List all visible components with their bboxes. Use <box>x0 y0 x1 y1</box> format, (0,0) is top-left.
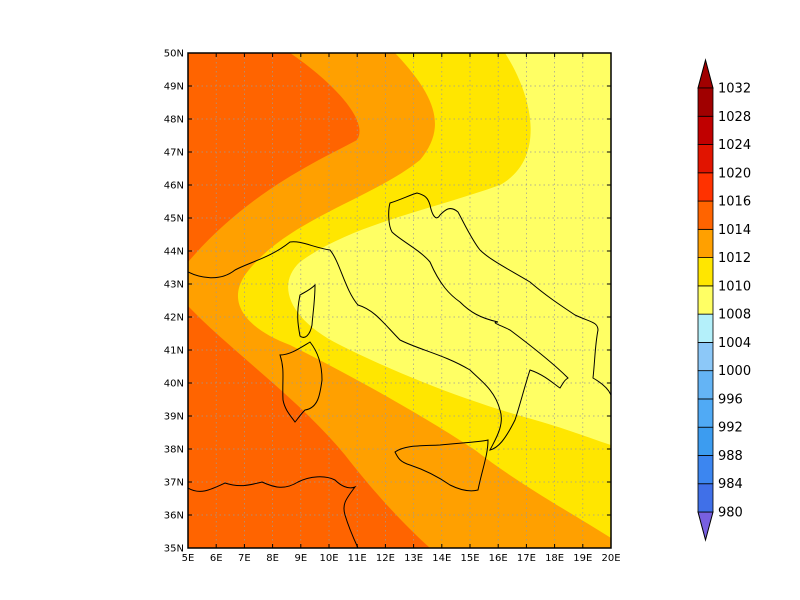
lat-tick-label: 44N <box>164 247 184 258</box>
lon-tick-label: 12E <box>376 553 395 564</box>
lat-tick-label: 41N <box>164 346 184 357</box>
colorbar-label: 1000 <box>718 364 751 379</box>
colorbar: 980 984 988 992 996 1000 1004 1008 1010 1012 1014 1… <box>697 58 751 542</box>
lat-tick-label: 49N <box>164 82 184 93</box>
colorbar-top-arrow <box>697 58 714 89</box>
lon-tick-label: 15E <box>460 553 479 564</box>
colorbar-segment <box>697 257 714 287</box>
lat-tick-label: 36N <box>164 511 184 522</box>
lat-tick-label: 35N <box>164 544 184 555</box>
colorbar-label: 988 <box>718 449 743 464</box>
colorbar-label: 1008 <box>718 308 751 323</box>
lon-tick-label: 5E <box>182 553 195 564</box>
colorbar-label: 1004 <box>718 336 751 351</box>
lon-tick-label: 14E <box>432 553 451 564</box>
lon-tick-label: 8E <box>266 553 279 564</box>
lat-tick-label: 48N <box>164 115 184 126</box>
colorbar-segment <box>697 426 714 456</box>
map-plot-area <box>188 53 611 548</box>
lon-tick-label: 13E <box>404 553 423 564</box>
colorbar-segment <box>697 115 714 145</box>
lon-tick-label: 18E <box>545 553 564 564</box>
map-frame <box>187 52 612 549</box>
colorbar-segment <box>697 398 714 428</box>
colorbar-label: 984 <box>718 477 743 492</box>
colorbar-label: 1012 <box>718 251 751 266</box>
lat-tick-label: 46N <box>164 181 184 192</box>
colorbar-segment <box>697 370 714 400</box>
italy-coastline <box>188 192 611 451</box>
lat-tick-label: 40N <box>164 379 184 390</box>
pressure-band-1010-1012 <box>288 53 611 445</box>
colorbar-label: 1016 <box>718 195 751 210</box>
colorbar-segment <box>697 87 714 117</box>
lon-tick-label: 16E <box>489 553 508 564</box>
lat-tick-label: 42N <box>164 313 184 324</box>
colorbar-label: 996 <box>718 392 743 407</box>
sicily-coastline <box>394 439 489 492</box>
colorbar-segment <box>697 341 714 372</box>
lat-tick-label: 45N <box>164 214 184 225</box>
lat-tick-label: 39N <box>164 412 184 423</box>
colorbar-label: 980 <box>718 506 743 521</box>
lon-tick-label: 19E <box>573 553 592 564</box>
colorbar-label: 1032 <box>718 82 751 97</box>
lat-tick-label: 43N <box>164 280 184 291</box>
colorbar-bottom-arrow <box>697 511 714 542</box>
colorbar-label: 1010 <box>718 279 751 294</box>
lat-tick-label: 37N <box>164 478 184 489</box>
lon-tick-label: 11E <box>348 553 367 564</box>
north-africa-coastline <box>188 476 359 548</box>
colorbar-label: 1024 <box>718 138 751 153</box>
colorbar-segment <box>697 285 714 315</box>
sardinia-coastline <box>279 341 323 423</box>
lon-tick-label: 20E <box>601 553 620 564</box>
colorbar-segment <box>697 172 714 202</box>
lon-tick-label: 6E <box>210 553 223 564</box>
lon-tick-label: 10E <box>319 553 338 564</box>
axis-ticks: 35N 36N 37N 38N 39N 40N 41N 42N 43N 44N 45N 46N 47N 4… <box>164 49 621 565</box>
colorbar-segment <box>697 483 714 513</box>
lon-tick-label: 17E <box>517 553 536 564</box>
coastlines <box>188 192 611 548</box>
colorbar-segment <box>697 144 714 174</box>
colorbar-segment <box>697 313 714 343</box>
lat-tick-label: 50N <box>164 49 184 60</box>
lon-tick-label: 9E <box>294 553 307 564</box>
lon-tick-label: 7E <box>238 553 251 564</box>
colorbar-segment <box>697 228 714 258</box>
colorbar-label: 992 <box>718 421 743 436</box>
colorbar-segment <box>697 455 714 485</box>
colorbar-label: 1028 <box>718 110 751 125</box>
lat-tick-label: 38N <box>164 445 184 456</box>
corsica-coastline <box>297 283 316 338</box>
colorbar-segment <box>697 200 714 230</box>
colorbar-label: 1020 <box>718 166 751 181</box>
colorbar-label: 1014 <box>718 223 751 238</box>
lat-tick-label: 47N <box>164 148 184 159</box>
